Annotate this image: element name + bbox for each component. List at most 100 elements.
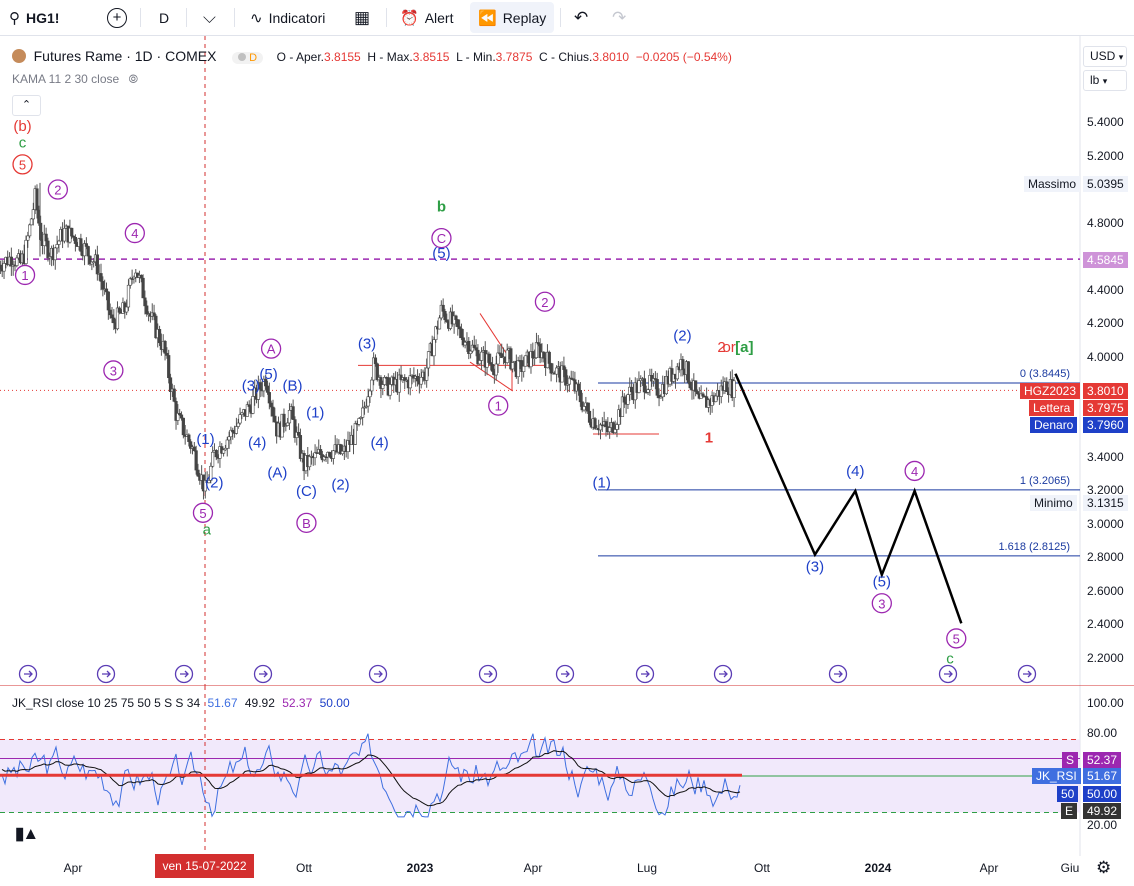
- candle-body: [297, 431, 301, 436]
- candle-body: [542, 351, 546, 359]
- candles-icon: ⌵: [203, 7, 216, 27]
- candle-body: [240, 412, 244, 415]
- kama-legend[interactable]: KAMA 11 2 30 close ⦾: [12, 72, 138, 87]
- candle-body: [487, 353, 491, 363]
- cursor-date-tag: ven 15-07-2022: [155, 854, 254, 878]
- candle-body: [560, 365, 564, 383]
- rsi-pane[interactable]: [0, 686, 1134, 856]
- candle-body: [143, 297, 147, 307]
- candle-body: [73, 236, 77, 244]
- event-marker-arrow: [484, 670, 493, 678]
- candle-body: [209, 465, 213, 481]
- candle-body: [626, 394, 630, 405]
- event-marker-arrow: [561, 670, 570, 678]
- candle-body: [664, 376, 668, 395]
- price-tick: 4.8000: [1087, 216, 1124, 230]
- candle-body: [695, 391, 700, 395]
- candle-body: [470, 344, 475, 352]
- indicators-button[interactable]: ∿ Indicatori: [250, 0, 325, 35]
- wave-label: (2): [673, 327, 691, 344]
- undo-button[interactable]: ↶: [574, 0, 588, 35]
- currency-label: USD: [1090, 49, 1116, 63]
- badge-label: D: [249, 52, 258, 64]
- price-tick: 2.6000: [1087, 584, 1124, 598]
- close-label: C - Chius.: [539, 50, 593, 64]
- bid-value: 3.7960: [1083, 417, 1128, 433]
- time-tick: Lug: [636, 861, 658, 875]
- redo-button[interactable]: ↷: [612, 0, 626, 35]
- layouts-button[interactable]: ▦: [354, 0, 370, 35]
- candle-body: [15, 257, 19, 266]
- rsi-value-mid: 50.00: [319, 696, 350, 710]
- fib-label-0: 0 (3.8445): [1020, 368, 1070, 380]
- candle-body: [458, 326, 462, 330]
- rsi-tag-s-value: 52.37: [1083, 752, 1122, 768]
- change-value: −0.0205 (−0.54%): [635, 50, 732, 64]
- alert-button[interactable]: ⏰ Alert: [400, 0, 453, 35]
- candle-body: [637, 380, 641, 393]
- candle-body: [600, 424, 604, 427]
- ask-label: Lettera: [1029, 400, 1075, 416]
- eye-off-icon[interactable]: ⦾: [128, 72, 139, 86]
- tradingview-logo: ▮▲: [15, 824, 39, 843]
- candle-body: [258, 382, 262, 390]
- candle-body: [110, 314, 114, 319]
- candle-body: [328, 452, 332, 457]
- candle-body: [181, 417, 185, 436]
- chart-type-button[interactable]: ⌵: [203, 0, 216, 35]
- candle-body: [203, 480, 207, 492]
- settings-gear-icon[interactable]: ⚙: [1096, 858, 1112, 877]
- price-tick: 3.2000: [1087, 483, 1124, 497]
- candle-body: [176, 413, 180, 421]
- candle-body: [126, 284, 131, 308]
- unit-select[interactable]: lb ▾: [1083, 70, 1127, 91]
- price-tick: 3.4000: [1087, 450, 1124, 464]
- price-chart[interactable]: 0 (3.8445)1 (3.2065)1.618 (2.8125)(b)c52…: [0, 36, 1134, 686]
- rsi-tick: 100.00: [1087, 696, 1124, 710]
- price-tick: 2.4000: [1087, 617, 1124, 631]
- alert-label: Alert: [424, 9, 454, 26]
- minimo-value: 3.1315: [1083, 495, 1128, 511]
- candle-body: [165, 352, 169, 356]
- wave-label: (1): [593, 475, 611, 492]
- wave-label: 1: [21, 268, 28, 283]
- candle-body: [340, 450, 345, 455]
- wave-label: (3): [358, 336, 376, 353]
- interval-button[interactable]: D: [159, 0, 169, 35]
- wave-circle: [296, 512, 317, 534]
- open-label: O - Aper.: [276, 50, 325, 64]
- collapse-legend-button[interactable]: ⌃: [12, 95, 41, 116]
- wave-label: (4): [248, 434, 266, 451]
- candle-body: [269, 402, 273, 408]
- candle-body: [425, 367, 429, 381]
- price-tick: 3.0000: [1087, 517, 1124, 531]
- candle-body: [608, 427, 612, 433]
- wave-label: 5: [199, 506, 206, 521]
- currency-select[interactable]: USD ▾: [1083, 46, 1127, 67]
- wave-label: (3): [806, 558, 824, 575]
- candle-body: [112, 317, 116, 324]
- candle-body: [578, 390, 582, 403]
- symbol-label: HG1!: [26, 9, 60, 26]
- candle-body: [214, 450, 218, 458]
- wave-label: c: [19, 135, 27, 152]
- add-symbol-button[interactable]: +: [107, 0, 127, 35]
- candle-body: [615, 424, 619, 430]
- wave-label: (4): [846, 463, 864, 480]
- candle-body: [84, 243, 88, 247]
- replay-button[interactable]: ⏪ Replay: [470, 2, 555, 33]
- candle-body: [223, 447, 228, 451]
- candle-body: [313, 452, 317, 459]
- candle-body: [70, 227, 74, 237]
- candle-body: [115, 307, 120, 330]
- grid-icon: ▦: [354, 7, 371, 27]
- price-tick: 4.2000: [1087, 316, 1124, 330]
- last-price-tag: 3.8010: [1083, 383, 1128, 399]
- rsi-tag-mid-label: 50: [1057, 786, 1079, 802]
- candle-body: [141, 277, 145, 299]
- candle-body: [571, 378, 575, 381]
- symbol-search[interactable]: ⚲ HG1!: [9, 0, 59, 35]
- candle-body: [0, 264, 2, 270]
- wave-label: (5): [259, 366, 277, 383]
- time-tick: Apr: [979, 861, 999, 875]
